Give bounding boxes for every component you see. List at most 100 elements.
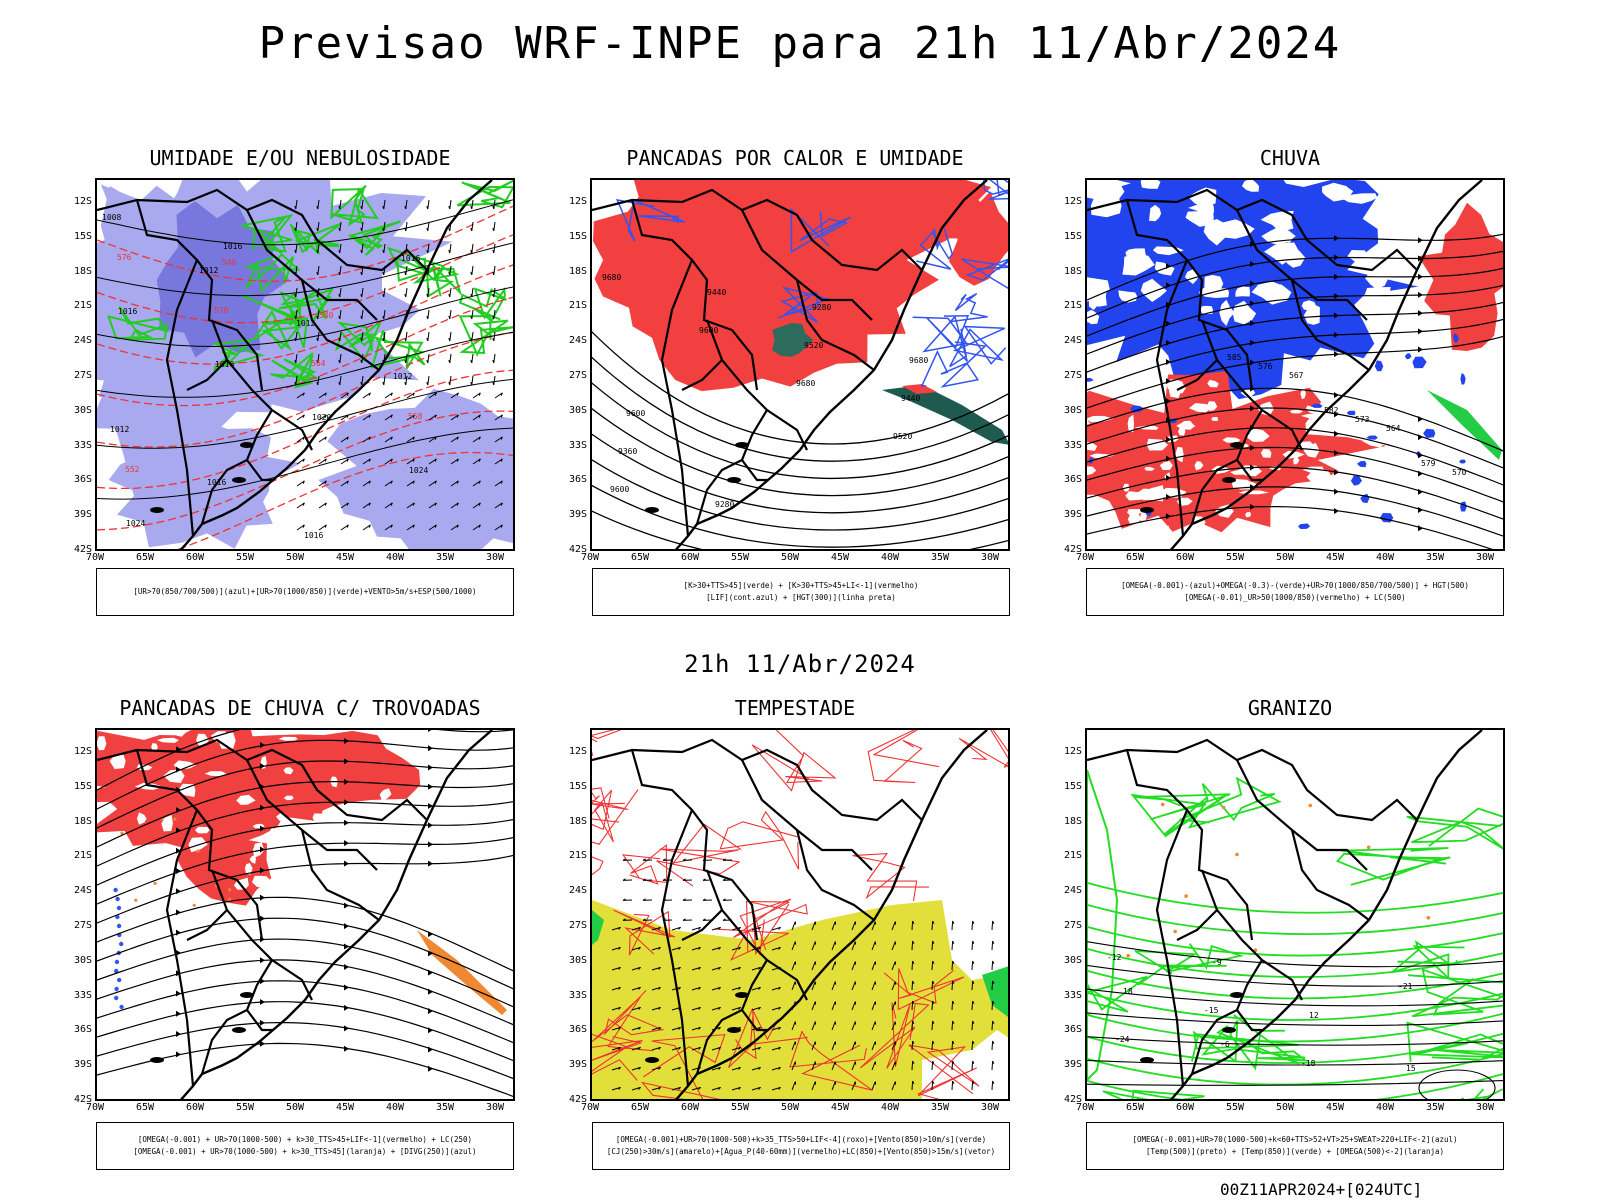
longitude-tick: 40W: [1375, 552, 1395, 563]
contour-label: 576: [1258, 362, 1273, 371]
contour-label: 573: [1355, 415, 1370, 424]
contour-label: 18: [1123, 987, 1133, 996]
longitude-tick: 45W: [1325, 552, 1345, 563]
contour-label: 1012: [199, 266, 218, 275]
longitude-tick: 60W: [680, 1102, 700, 1113]
longitude-tick: 65W: [135, 552, 155, 563]
panel-legend: [OMEGA(-0.001) + UR>70(1000-500) + k>30_…: [96, 1122, 514, 1170]
latitude-tick: 18S: [568, 815, 587, 827]
latitude-tick: 39S: [568, 1059, 587, 1071]
latitude-tick: 42S: [1063, 544, 1082, 555]
longitude-tick: 50W: [780, 1102, 800, 1113]
latitude-tick: 21S: [568, 850, 587, 862]
contour-label: 582: [1324, 406, 1339, 415]
latitude-tick: 27S: [568, 370, 587, 381]
longitude-tick: 40W: [880, 552, 900, 563]
latitude-tick: 27S: [568, 920, 587, 931]
longitude-tick: 35W: [435, 552, 455, 563]
contour-label: 1016: [223, 242, 242, 251]
contour-label: 1020: [312, 413, 331, 422]
longitude-tick: 60W: [185, 1102, 205, 1113]
contour-label: 1016: [207, 478, 226, 487]
contour-label: 570: [1452, 468, 1467, 477]
run-timestamp: 00Z11APR2024+[024UTC]: [1220, 1180, 1423, 1199]
panel-title: CHUVA: [1259, 146, 1321, 170]
latitude-tick: 30S: [1063, 404, 1082, 416]
longitude-tick: 35W: [930, 1102, 950, 1113]
longitude-tick: 60W: [680, 552, 700, 563]
latitude-tick: 24S: [568, 335, 587, 347]
panel-legend: [OMEGA(-0.001)+UR>70(1000-500)+k<60+TTS>…: [1086, 1122, 1504, 1170]
latitude-tick: 15S: [1063, 230, 1082, 242]
panel-legend: [OMEGA(-0.001)-(azul)+OMEGA(-0.3)-(verde…: [1086, 568, 1504, 616]
latitude-tick: 33S: [73, 439, 92, 451]
contour-label: 1016: [215, 360, 234, 369]
longitude-tick: 65W: [135, 1102, 155, 1113]
longitude-tick: 60W: [185, 552, 205, 563]
contour-label: -18: [1301, 1059, 1316, 1068]
longitude-tick: 30W: [980, 1102, 1000, 1113]
longitude-tick: 70W: [580, 552, 600, 563]
contour-label: -15: [1204, 1006, 1219, 1015]
map-layers: 1008 1012 1012 1012 1012 1016 1016 1016 1016 1016…: [97, 180, 513, 549]
latitude-tick: 27S: [1063, 920, 1082, 931]
latitude-tick: 18S: [568, 265, 587, 277]
latitude-tick: 12S: [568, 746, 587, 757]
contour-label: -24: [1115, 1035, 1130, 1044]
latitude-tick: 21S: [1063, 300, 1082, 312]
map-layers: 585 582 579 576 573 570 567 564: [1087, 180, 1503, 549]
latitude-tick: 12S: [73, 196, 92, 207]
contour-label: 1012: [393, 372, 412, 381]
latitude-tick: 12S: [73, 746, 92, 757]
longitude-tick: 55W: [1225, 1102, 1245, 1113]
longitude-tick: 40W: [880, 1102, 900, 1113]
latitude-tick: 21S: [73, 850, 92, 862]
forecast-map: [590, 728, 1010, 1101]
contour-label: 546: [222, 258, 237, 267]
latitude-tick: 30S: [73, 404, 92, 416]
latitude-tick: 36S: [1063, 474, 1082, 486]
latitude-tick: 30S: [568, 954, 587, 966]
latitude-tick: 21S: [1063, 850, 1082, 862]
longitude-tick: 70W: [1075, 552, 1095, 563]
contour-label: 570: [214, 306, 229, 315]
longitude-tick: 40W: [1375, 1102, 1395, 1113]
longitude-tick: 65W: [1125, 1102, 1145, 1113]
contour-label: 1016: [118, 307, 137, 316]
latitude-tick: 39S: [73, 1059, 92, 1071]
panel-title: PANCADAS POR CALOR E UMIDADE: [626, 146, 964, 170]
legend-line: [OMEGA(-0.01)_UR>50(1000/850)(vermelho) …: [1184, 593, 1406, 602]
contour-label: 9600: [699, 326, 718, 335]
legend-line: [Temp(500)](preto) + [Temp(850)](verde) …: [1145, 1147, 1444, 1156]
latitude-tick: 27S: [73, 920, 92, 931]
longitude-tick: 55W: [235, 1102, 255, 1113]
latitude-tick: 36S: [73, 1024, 92, 1036]
contour-label: 12: [1309, 1011, 1319, 1020]
latitude-tick: 39S: [1063, 509, 1082, 521]
contour-label: 558: [408, 412, 423, 421]
latitude-tick: 18S: [73, 815, 92, 827]
latitude-tick: 33S: [568, 439, 587, 451]
contour-label: 9280: [715, 500, 734, 509]
latitude-tick: 27S: [1063, 370, 1082, 381]
longitude-tick: 50W: [780, 552, 800, 563]
panel-legend: [UR>70(850/700/500)](azul)+[UR>70(1000/8…: [96, 568, 514, 616]
longitude-tick: 50W: [1275, 552, 1295, 563]
latitude-tick: 42S: [568, 1094, 587, 1105]
longitude-tick: 45W: [830, 1102, 850, 1113]
latitude-tick: 21S: [568, 300, 587, 312]
latitude-tick: 12S: [1063, 196, 1082, 207]
map-layers: [592, 730, 1008, 1099]
latitude-tick: 12S: [1063, 746, 1082, 757]
contour-label: 576: [117, 253, 132, 262]
longitude-tick: 30W: [485, 1102, 505, 1113]
legend-line: [LIF](cont.azul) + [HGT(300)](linha pret…: [706, 593, 896, 602]
legend-line: [OMEGA(-0.001) + UR>70(1000-500) + k>30_…: [133, 1147, 477, 1156]
map-layers: -12 -15 -18 -21 -24 -9 12 15 18 -6: [1087, 730, 1503, 1099]
contour-label: 1016: [304, 531, 323, 540]
longitude-tick: 65W: [630, 1102, 650, 1113]
latitude-tick: 21S: [73, 300, 92, 312]
latitude-tick: 30S: [1063, 954, 1082, 966]
longitude-tick: 70W: [1075, 1102, 1095, 1113]
contour-label: -6: [1220, 1040, 1230, 1049]
